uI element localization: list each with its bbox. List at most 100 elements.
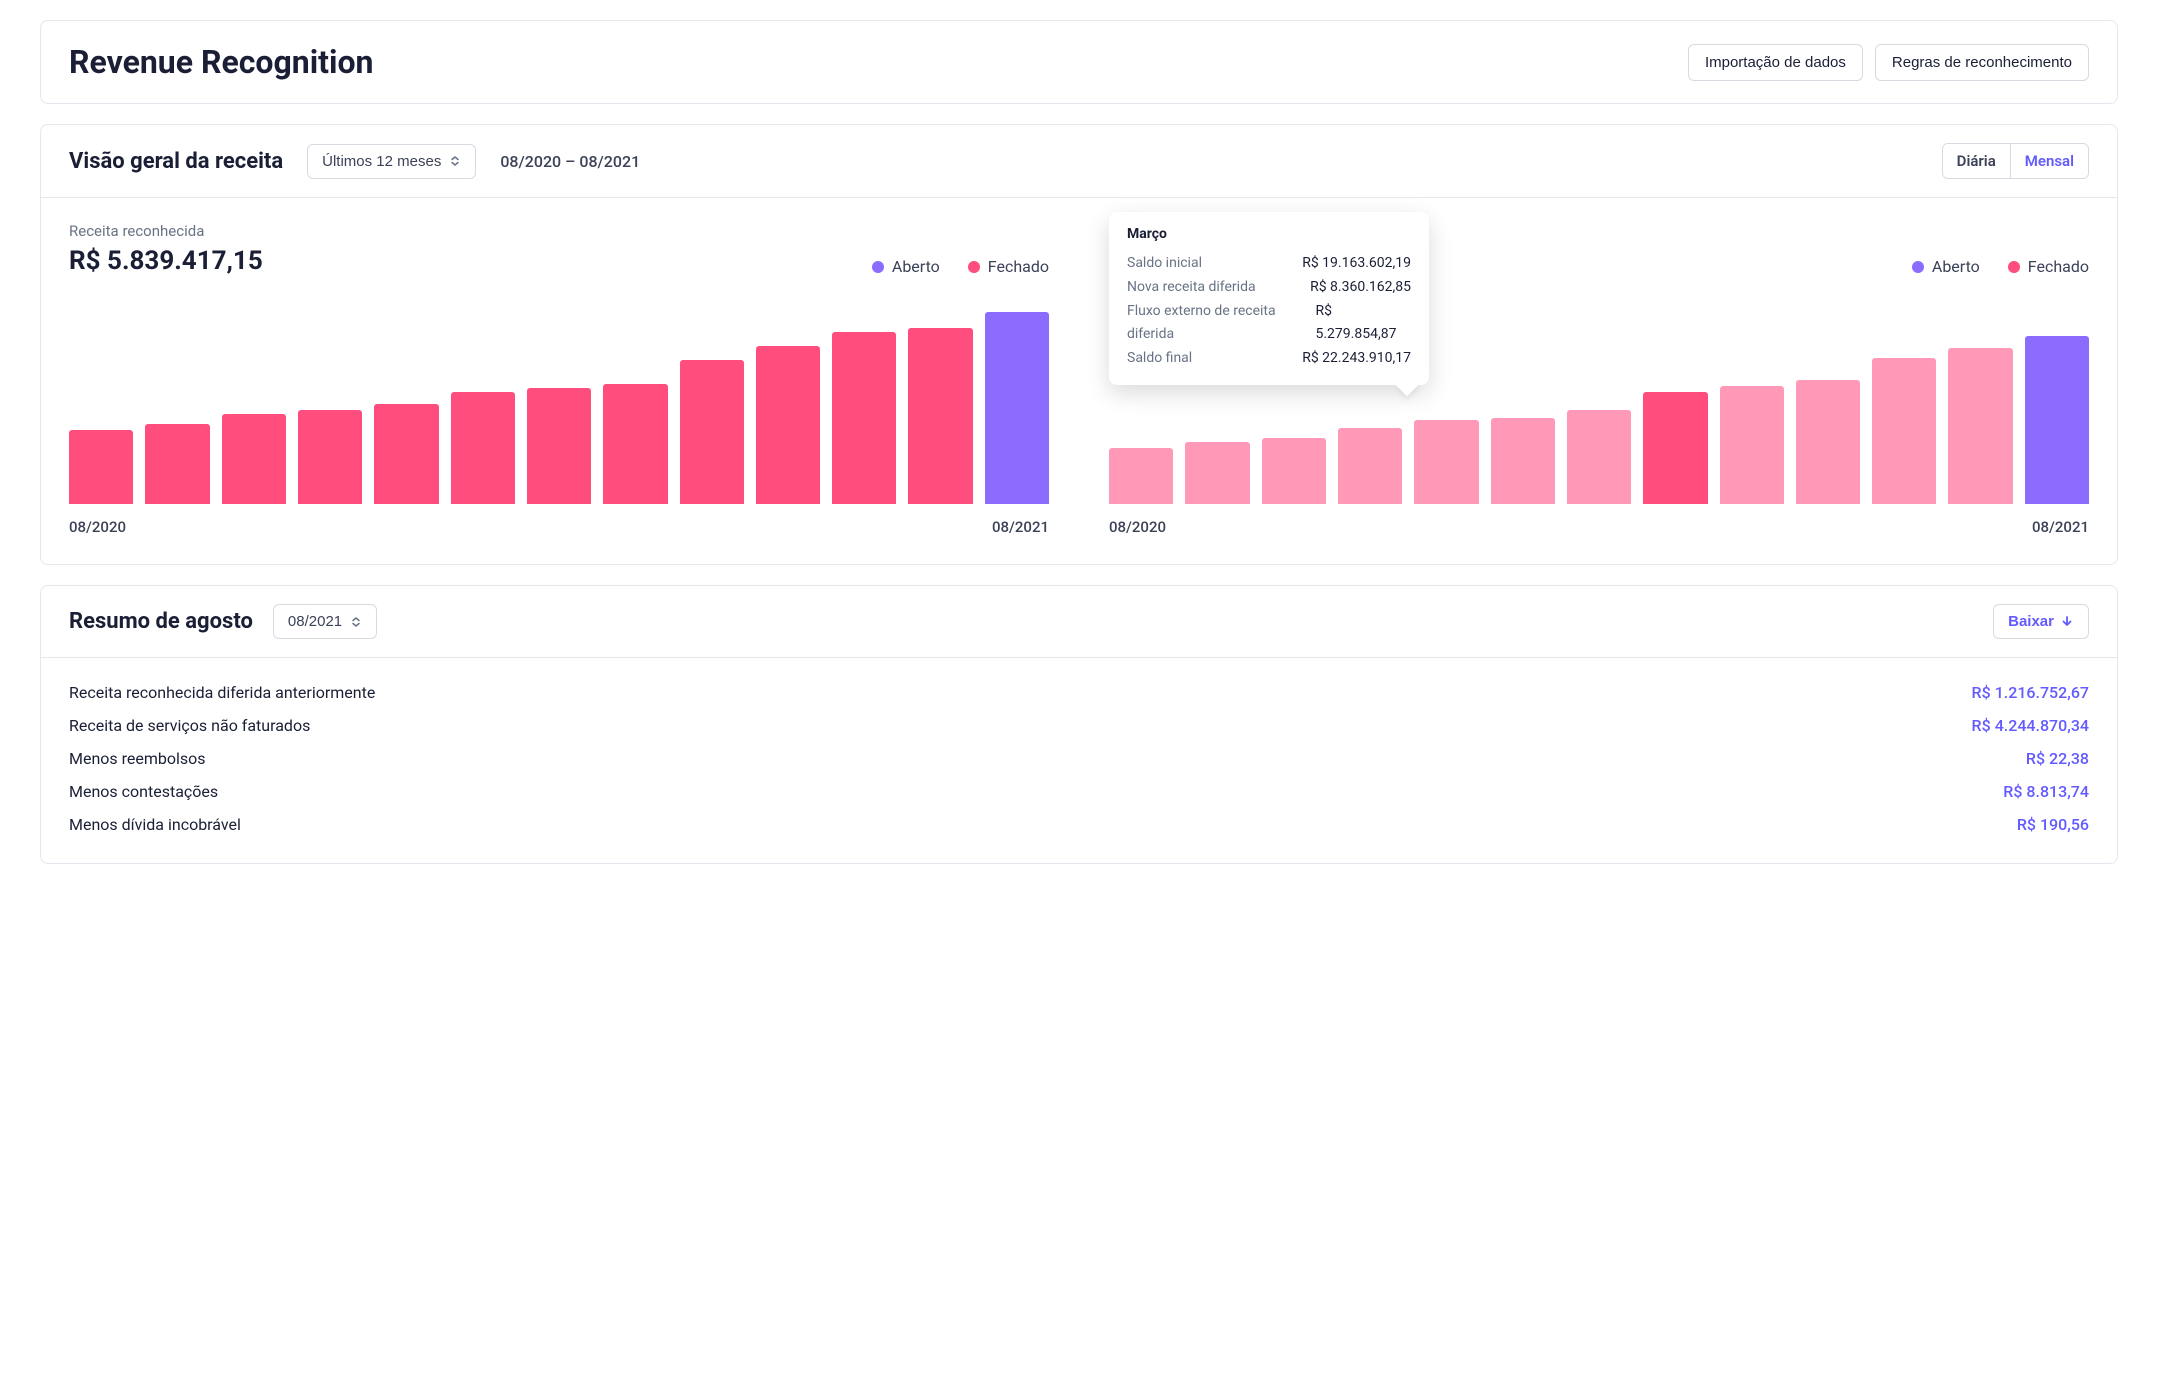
chart-bar[interactable] xyxy=(374,404,438,504)
toggle-daily[interactable]: Diária xyxy=(1943,144,2010,178)
summary-title: Resumo de agosto xyxy=(69,609,253,634)
chart-bar[interactable] xyxy=(1796,380,1860,504)
legend-open-label: Aberto xyxy=(1932,257,1980,276)
chart-bar[interactable] xyxy=(1872,358,1936,504)
deferred-revenue-chart: Receita diferida R$ 29.165.605,02 Aberto… xyxy=(1109,222,2089,536)
tooltip-row: Saldo final R$ 22.243.910,17 xyxy=(1127,347,1411,371)
chart-bar[interactable] xyxy=(756,346,820,504)
dot-open-icon xyxy=(872,261,884,273)
recognition-rules-button[interactable]: Regras de reconhecimento xyxy=(1875,44,2089,81)
x-axis: 08/2020 08/2021 xyxy=(1109,518,2089,536)
month-dropdown[interactable]: 08/2021 xyxy=(273,604,377,639)
chart-bar[interactable] xyxy=(1643,392,1707,504)
date-range: 08/2020 – 08/2021 xyxy=(500,152,640,171)
summary-row-amount: R$ 190,56 xyxy=(2017,815,2089,834)
summary-row-label: Receita reconhecida diferida anteriormen… xyxy=(69,683,375,702)
chart-bar[interactable] xyxy=(1948,348,2012,504)
legend-open-label: Aberto xyxy=(892,257,940,276)
tooltip-title: Março xyxy=(1127,226,1411,242)
summary-row[interactable]: Menos contestações R$ 8.813,74 xyxy=(69,775,2089,808)
download-icon xyxy=(2060,615,2074,629)
bar-container xyxy=(69,304,1049,504)
summary-header: Resumo de agosto 08/2021 Baixar xyxy=(41,586,2117,658)
page-title: Revenue Recognition xyxy=(69,43,373,81)
tooltip-row-value: R$ 5.279.854,87 xyxy=(1315,300,1411,348)
chart-bar[interactable] xyxy=(603,384,667,504)
x-start: 08/2020 xyxy=(1109,518,1166,536)
recognized-revenue-chart: Receita reconhecida R$ 5.839.417,15 Aber… xyxy=(69,222,1049,536)
chart-value: R$ 5.839.417,15 xyxy=(69,246,263,276)
tooltip-row: Nova receita diferida R$ 8.360.162,85 xyxy=(1127,276,1411,300)
chart-bar[interactable] xyxy=(1338,428,1402,504)
chart-legend: Aberto Fechado xyxy=(872,257,1049,276)
period-dropdown[interactable]: Últimos 12 meses xyxy=(307,144,476,179)
tooltip-row: Saldo inicial R$ 19.163.602,19 xyxy=(1127,252,1411,276)
tooltip-row-label: Fluxo externo de receita diferida xyxy=(1127,300,1315,348)
header-actions: Importação de dados Regras de reconhecim… xyxy=(1688,44,2089,81)
charts-row: Receita reconhecida R$ 5.839.417,15 Aber… xyxy=(41,198,2117,564)
summary-row-label: Menos dívida incobrável xyxy=(69,815,241,834)
month-label: 08/2021 xyxy=(288,613,342,630)
chart-bar[interactable] xyxy=(985,312,1049,504)
overview-title: Visão geral da receita xyxy=(69,149,283,174)
legend-open: Aberto xyxy=(1912,257,1980,276)
overview-card: Visão geral da receita Últimos 12 meses … xyxy=(40,124,2118,565)
x-end: 08/2021 xyxy=(992,518,1049,536)
chart-bar[interactable] xyxy=(1414,420,1478,504)
chart-bar[interactable] xyxy=(298,410,362,504)
tooltip-row-value: R$ 19.163.602,19 xyxy=(1302,252,1411,276)
chart-legend: Aberto Fechado xyxy=(1912,257,2089,276)
summary-row-amount: R$ 8.813,74 xyxy=(2003,782,2089,801)
download-label: Baixar xyxy=(2008,613,2054,630)
tooltip-row-label: Nova receita diferida xyxy=(1127,276,1256,300)
chart-bar[interactable] xyxy=(1109,448,1173,504)
summary-row-amount: R$ 1.216.752,67 xyxy=(1972,683,2089,702)
chart-bar[interactable] xyxy=(451,392,515,504)
x-end: 08/2021 xyxy=(2032,518,2089,536)
tooltip-row-value: R$ 8.360.162,85 xyxy=(1310,276,1411,300)
tooltip-row-label: Saldo inicial xyxy=(1127,252,1202,276)
summary-row[interactable]: Receita reconhecida diferida anteriormen… xyxy=(69,676,2089,709)
chart-bar[interactable] xyxy=(1491,418,1555,504)
summary-row[interactable]: Menos dívida incobrável R$ 190,56 xyxy=(69,808,2089,841)
legend-open: Aberto xyxy=(872,257,940,276)
summary-row-label: Receita de serviços não faturados xyxy=(69,716,310,735)
tooltip-row-label: Saldo final xyxy=(1127,347,1192,371)
chart-bar[interactable] xyxy=(2025,336,2089,504)
summary-body: Receita reconhecida diferida anteriormen… xyxy=(41,658,2117,863)
chevron-sort-icon xyxy=(449,155,461,167)
toggle-monthly[interactable]: Mensal xyxy=(2010,144,2088,178)
legend-closed-label: Fechado xyxy=(988,257,1049,276)
chart-bar[interactable] xyxy=(145,424,209,504)
chart-top: Receita reconhecida R$ 5.839.417,15 Aber… xyxy=(69,222,1049,276)
chart-bar[interactable] xyxy=(222,414,286,504)
chart-bar[interactable] xyxy=(1720,386,1784,504)
x-start: 08/2020 xyxy=(69,518,126,536)
chart-bar[interactable] xyxy=(680,360,744,504)
page-header: Revenue Recognition Importação de dados … xyxy=(40,20,2118,104)
chevron-sort-icon xyxy=(350,616,362,628)
summary-row[interactable]: Menos reembolsosR$ 22,38 xyxy=(69,742,2089,775)
overview-header: Visão geral da receita Últimos 12 meses … xyxy=(41,125,2117,198)
summary-row-amount: R$ 4.244.870,34 xyxy=(1972,716,2089,735)
summary-card: Resumo de agosto 08/2021 Baixar Receita … xyxy=(40,585,2118,864)
tooltip-row-value: R$ 22.243.910,17 xyxy=(1302,347,1411,371)
chart-bar[interactable] xyxy=(832,332,896,504)
chart-bar[interactable] xyxy=(1262,438,1326,504)
chart-bar[interactable] xyxy=(908,328,972,504)
chart-bar[interactable] xyxy=(69,430,133,504)
summary-row-label: Menos contestações xyxy=(69,782,218,801)
dot-open-icon xyxy=(1912,261,1924,273)
download-button[interactable]: Baixar xyxy=(1993,604,2089,639)
legend-closed: Fechado xyxy=(2008,257,2089,276)
chart-bar[interactable] xyxy=(1567,410,1631,504)
period-label: Últimos 12 meses xyxy=(322,153,441,170)
chart-tooltip: Março Saldo inicialR$ 19.163.602,19Nova … xyxy=(1109,212,1429,385)
chart-bar[interactable] xyxy=(1185,442,1249,504)
summary-row-amount: R$ 22,38 xyxy=(2026,749,2089,768)
x-axis: 08/2020 08/2021 xyxy=(69,518,1049,536)
import-data-button[interactable]: Importação de dados xyxy=(1688,44,1863,81)
dot-closed-icon xyxy=(2008,261,2020,273)
summary-row[interactable]: Receita de serviços não faturados R$ 4.24… xyxy=(69,709,2089,742)
chart-bar[interactable] xyxy=(527,388,591,504)
